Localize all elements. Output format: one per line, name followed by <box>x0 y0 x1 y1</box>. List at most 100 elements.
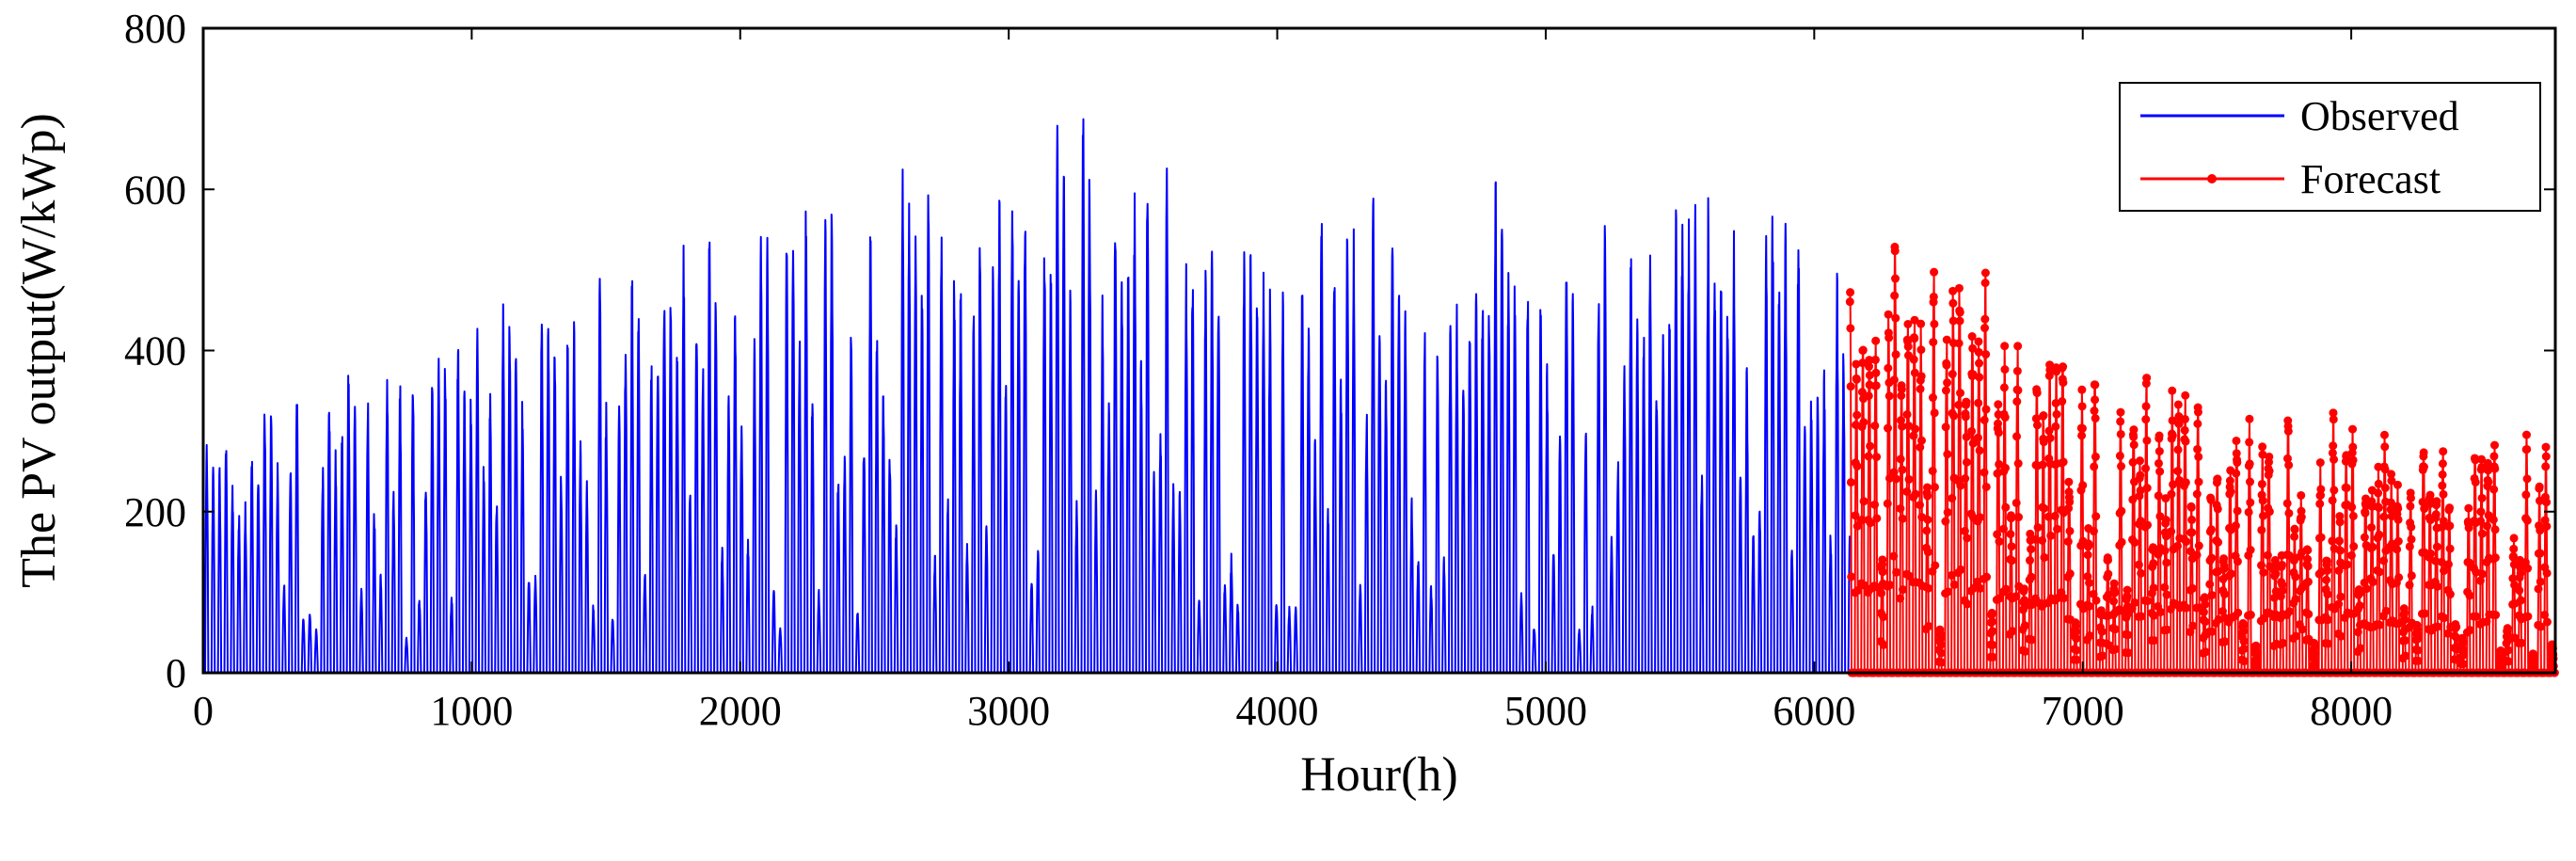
forecast-point <box>1943 587 1952 597</box>
forecast-point <box>1948 286 1958 295</box>
forecast-point <box>1968 343 1978 353</box>
forecast-point <box>2278 586 2287 596</box>
forecast-point <box>2141 415 2151 424</box>
forecast-point <box>2508 574 2518 583</box>
forecast-point <box>1930 483 1939 492</box>
forecast-point <box>2465 626 2474 635</box>
forecast-point <box>2014 513 2024 522</box>
forecast-point <box>2291 595 2300 604</box>
forecast-point <box>2134 560 2143 569</box>
forecast-point <box>2007 542 2016 551</box>
forecast-point <box>2246 610 2255 619</box>
forecast-point <box>1962 397 1971 407</box>
forecast-point <box>1896 503 1905 513</box>
forecast-point <box>2472 567 2481 577</box>
forecast-point <box>2109 597 2119 606</box>
forecast-point <box>2006 530 2015 539</box>
forecast-point <box>2311 661 2320 670</box>
forecast-point <box>2542 568 2552 578</box>
forecast-point <box>2367 523 2377 533</box>
forecast-point <box>2355 589 2364 598</box>
forecast-point <box>2141 402 2151 411</box>
forecast-point <box>1889 468 1899 477</box>
forecast-point <box>2149 611 2158 620</box>
x-tick-label: 5000 <box>1504 688 1587 734</box>
forecast-point <box>2045 434 2055 443</box>
forecast-point <box>1890 247 1900 256</box>
forecast-point <box>1981 405 1991 414</box>
forecast-point <box>2116 417 2125 426</box>
forecast-point <box>2219 554 2229 564</box>
forecast-point <box>2298 625 2307 634</box>
forecast-point <box>1857 516 1867 525</box>
forecast-point <box>1884 310 1893 319</box>
forecast-point <box>2491 611 2501 620</box>
forecast-point <box>2445 590 2455 599</box>
forecast-point <box>2167 489 2176 499</box>
forecast-point <box>2265 452 2274 461</box>
forecast-point <box>2311 655 2320 664</box>
forecast-point <box>2149 583 2158 593</box>
forecast-point <box>2239 636 2249 646</box>
forecast-point <box>1903 319 1913 328</box>
forecast-point <box>2033 522 2043 532</box>
forecast-point <box>2521 430 2531 439</box>
forecast-point <box>2245 438 2254 447</box>
forecast-point <box>1871 336 1881 345</box>
forecast-point <box>2020 584 2028 594</box>
forecast-point <box>1968 370 1978 379</box>
forecast-point <box>2161 516 2171 524</box>
forecast-point <box>2315 458 2325 468</box>
forecast-point <box>2059 457 2068 467</box>
forecast-point <box>2303 554 2313 564</box>
forecast-point <box>2027 635 2036 645</box>
forecast-point <box>2284 508 2294 518</box>
forecast-point <box>2046 531 2056 540</box>
forecast-point <box>2050 511 2059 520</box>
forecast-point <box>2109 579 2119 588</box>
forecast-point <box>1988 652 1997 662</box>
forecast-point <box>2097 627 2107 636</box>
forecast-point <box>2534 584 2543 594</box>
forecast-point <box>2181 478 2190 487</box>
forecast-point <box>2194 541 2203 550</box>
forecast-point <box>1942 335 1951 344</box>
y-tick-label: 200 <box>124 489 186 535</box>
forecast-point <box>2438 459 2447 469</box>
forecast-point <box>1858 359 1868 368</box>
forecast-point <box>2012 432 2022 441</box>
forecast-point <box>2039 438 2048 447</box>
forecast-point <box>2039 411 2048 421</box>
forecast-point <box>2059 362 2068 372</box>
forecast-point <box>1975 513 1984 522</box>
forecast-point <box>2521 490 2531 500</box>
forecast-point <box>2091 380 2100 390</box>
forecast-point <box>2258 442 2267 452</box>
forecast-point <box>2007 514 2016 523</box>
forecast-point <box>2400 608 2409 617</box>
forecast-point <box>1995 594 2004 603</box>
forecast-point <box>1949 411 1959 421</box>
forecast-point <box>2478 569 2488 579</box>
forecast-point <box>1911 424 1920 434</box>
forecast-point <box>1987 608 1996 617</box>
forecast-point <box>2342 483 2351 492</box>
forecast-point <box>2065 526 2075 535</box>
forecast-point <box>1865 362 1874 372</box>
forecast-point <box>2129 425 2139 435</box>
forecast-point <box>1852 461 1862 470</box>
forecast-point <box>1903 342 1913 351</box>
forecast-point <box>2386 504 2395 514</box>
x-tick-label: 2000 <box>699 688 782 734</box>
forecast-point <box>2443 629 2453 638</box>
forecast-point <box>1941 423 1950 432</box>
forecast-point <box>2330 454 2339 464</box>
forecast-point <box>2000 413 2010 423</box>
forecast-point <box>2089 589 2098 598</box>
forecast-point <box>1910 315 1919 325</box>
forecast-point <box>1980 279 1990 288</box>
forecast-point <box>2368 577 2377 586</box>
forecast-point <box>2375 620 2384 630</box>
forecast-point <box>2252 655 2262 664</box>
forecast-point <box>1858 345 1868 355</box>
